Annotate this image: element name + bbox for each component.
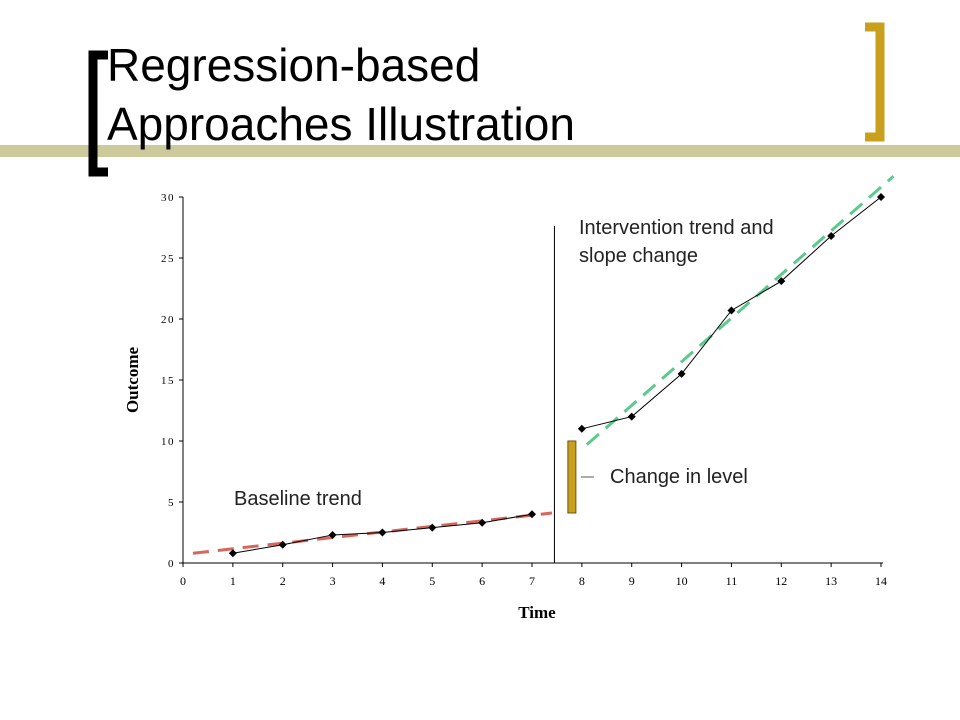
x-tick-label: 4 bbox=[379, 574, 385, 588]
intervention-data-point bbox=[677, 369, 686, 378]
x-tick-label: 11 bbox=[726, 574, 738, 588]
y-tick-label: 30 bbox=[161, 192, 175, 204]
left-bracket bbox=[88, 50, 108, 177]
intervention-data-point bbox=[577, 424, 586, 433]
x-tick-label: 2 bbox=[280, 574, 286, 588]
y-tick-label: 5 bbox=[168, 497, 175, 509]
right-bracket bbox=[865, 22, 885, 142]
baseline-data-point bbox=[378, 528, 387, 537]
intervention-data-point bbox=[727, 306, 736, 315]
x-tick-label: 10 bbox=[676, 574, 688, 588]
intervention-annotation-line-1: Intervention trend and bbox=[579, 217, 774, 239]
intervention-data-point bbox=[827, 232, 836, 241]
x-tick-label: 3 bbox=[330, 574, 336, 588]
x-tick-label: 14 bbox=[875, 574, 887, 588]
level-change-bracket bbox=[567, 440, 577, 514]
x-tick-label: 13 bbox=[825, 574, 837, 588]
x-axis-title: Time bbox=[518, 603, 556, 622]
intervention-trend-line bbox=[585, 175, 895, 446]
intervention-data-point bbox=[627, 412, 636, 421]
baseline-data-point bbox=[328, 530, 337, 539]
x-tick-label: 5 bbox=[429, 574, 435, 588]
y-tick-label: 20 bbox=[161, 314, 175, 326]
x-tick-label: 0 bbox=[180, 574, 186, 588]
x-tick-label: 9 bbox=[629, 574, 635, 588]
slide-title-line-1: Regression-based bbox=[107, 39, 481, 91]
title-accent-bar bbox=[0, 145, 960, 157]
intervention-annotation: Intervention trend and slope change bbox=[579, 214, 774, 270]
baseline-annotation: Baseline trend bbox=[234, 488, 362, 510]
y-tick-label: 25 bbox=[161, 253, 175, 265]
level-change-annotation: Change in level bbox=[610, 466, 748, 488]
intervention-data-point bbox=[777, 277, 786, 286]
baseline-data-point bbox=[478, 518, 487, 527]
y-axis-title: Outcome bbox=[123, 347, 142, 414]
y-tick-label: 15 bbox=[161, 375, 175, 387]
baseline-data-point bbox=[528, 510, 536, 519]
intervention-data-point bbox=[877, 193, 885, 201]
y-tick-label: 10 bbox=[161, 436, 175, 448]
baseline-data-point bbox=[278, 540, 287, 549]
y-tick-label: 0 bbox=[168, 558, 175, 570]
x-tick-label: 8 bbox=[579, 574, 585, 588]
intervention-annotation-line-2: slope change bbox=[579, 245, 698, 267]
slide-title-line-2: Approaches Illustration bbox=[107, 98, 575, 150]
x-tick-label: 6 bbox=[479, 574, 485, 588]
x-tick-label: 1 bbox=[230, 574, 236, 588]
x-tick-label: 12 bbox=[775, 574, 787, 588]
baseline-data-point bbox=[228, 549, 237, 558]
baseline-data-point bbox=[428, 523, 437, 532]
x-tick-label: 7 bbox=[529, 574, 535, 588]
